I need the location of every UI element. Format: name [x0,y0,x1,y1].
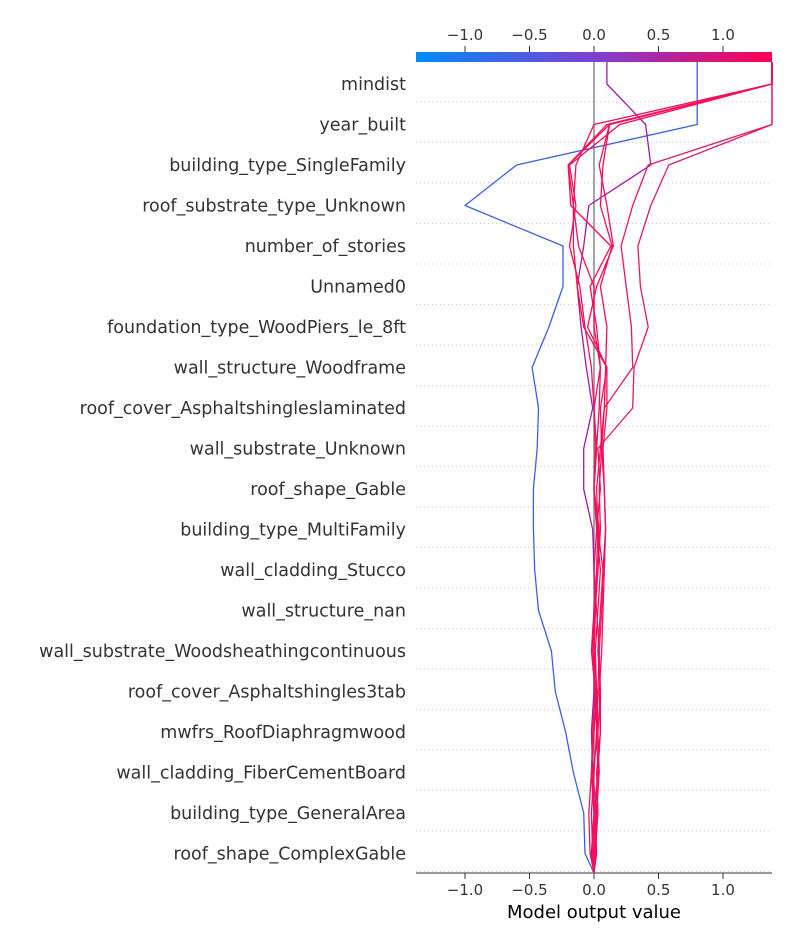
bottom-tick-label: 0.0 [582,881,606,899]
feature-label: roof_cover_Asphaltshingleslaminated [80,399,406,419]
decision-line [592,62,773,873]
feature-label: year_built [319,116,406,136]
feature-label: mwfrs_RoofDiaphragmwood [160,723,406,743]
bottom-tick-label: −0.5 [511,881,547,899]
colorbar [416,52,772,62]
feature-label: roof_cover_Asphaltshingles3tab [128,683,406,703]
feature-label: roof_substrate_type_Unknown [142,197,406,217]
decision-lines [464,62,773,874]
bottom-tick-label: 0.5 [647,881,671,899]
feature-gridlines [416,101,772,872]
top-tick-label: −0.5 [511,26,547,44]
top-tick-label: 0.5 [647,26,671,44]
decision-line [568,62,773,874]
feature-label: foundation_type_WoodPiers_le_8ft [107,318,406,338]
feature-label: wall_cladding_FiberCementBoard [116,764,406,784]
feature-label: building_type_MultiFamily [180,521,406,541]
bottom-tick-label: −1.0 [447,881,483,899]
top-tick-label: 0.0 [582,26,606,44]
top-tick-label: 1.0 [711,26,735,44]
top-tick-label: −1.0 [447,26,483,44]
decision-line [464,62,698,874]
x-axis-label: Model output value [507,902,681,923]
decision-line [576,62,652,874]
feature-label: mindist [341,75,406,95]
feature-label: wall_substrate_Woodsheathingcontinuous [39,642,406,662]
feature-label: Unnamed0 [310,278,406,298]
feature-label: number_of_stories [245,237,406,257]
feature-labels: mindist year_built building_type_SingleFam… [39,75,406,865]
feature-label: wall_cladding_Stucco [220,561,406,581]
feature-label: wall_substrate_Unknown [190,440,406,460]
feature-label: roof_shape_Gable [250,480,406,500]
feature-label: building_type_SingleFamily [169,156,406,176]
feature-label: wall_structure_Woodframe [174,359,406,379]
feature-label: wall_structure_nan [241,602,406,622]
decision-line [572,62,773,874]
decision-line [567,62,773,874]
decision-line [586,62,773,874]
decision-line [593,62,773,874]
bottom-axis: −1.0 −0.5 0.0 0.5 1.0 [416,872,772,899]
feature-label: building_type_GeneralArea [170,804,406,824]
bottom-tick-label: 1.0 [711,881,735,899]
feature-label: roof_shape_ComplexGable [174,845,406,865]
decision-line [590,62,773,874]
top-axis: −1.0 −0.5 0.0 0.5 1.0 [447,26,735,52]
